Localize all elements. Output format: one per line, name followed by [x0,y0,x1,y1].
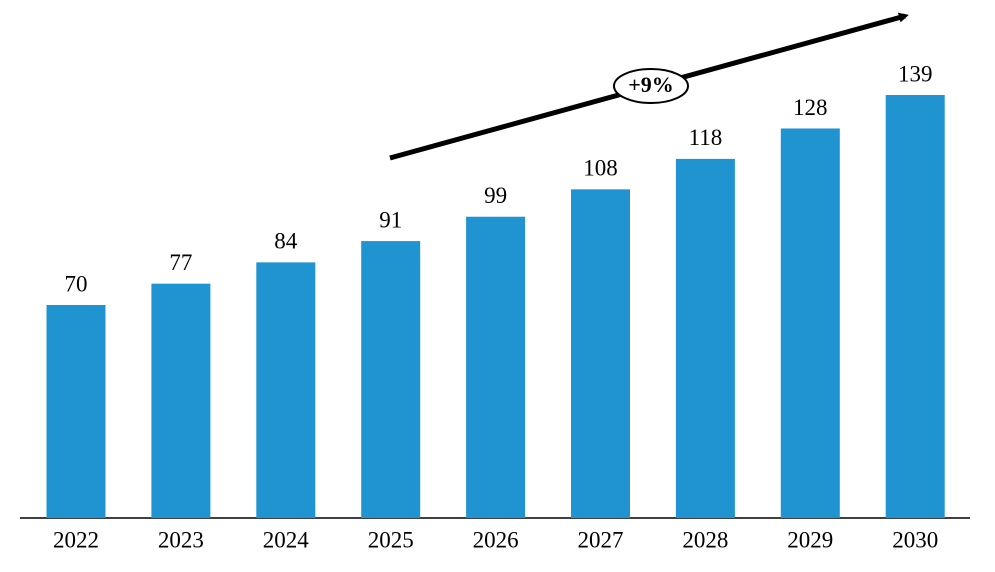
bar [571,189,630,518]
value-label: 139 [898,61,933,86]
bar [675,158,735,518]
value-label: 128 [793,95,828,120]
value-label: 70 [65,271,88,296]
value-label: 99 [484,183,507,208]
value-label: 77 [169,250,192,275]
x-tick-label: 2029 [787,527,833,552]
value-label: 108 [583,156,618,181]
value-label: 118 [689,125,723,150]
x-tick-label: 2022 [53,527,99,552]
value-label: 91 [379,207,402,232]
bar [361,241,421,518]
x-tick-label: 2027 [578,527,624,552]
x-tick-label: 2023 [158,527,204,552]
bar [256,262,316,518]
x-tick-label: 2025 [368,527,414,552]
x-tick-label: 2024 [263,527,310,552]
x-tick-label: 2030 [892,527,938,552]
value-label: 84 [274,229,298,254]
x-tick-label: 2028 [682,527,728,552]
bar [151,283,211,518]
annotation-ellipse [613,68,689,104]
x-tick-label: 2026 [473,527,519,552]
bar [780,128,840,518]
bar [885,95,945,518]
annotation: +9% [628,72,674,97]
bar [466,216,526,518]
bar [46,304,106,518]
